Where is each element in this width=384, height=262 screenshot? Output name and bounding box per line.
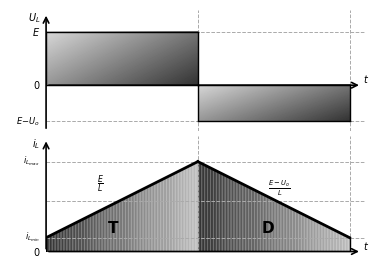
Text: $t$: $t$ bbox=[363, 73, 369, 85]
Text: $T$: $T$ bbox=[346, 260, 354, 262]
Text: $i_L$: $i_L$ bbox=[32, 137, 40, 151]
Text: $0$: $0$ bbox=[33, 245, 40, 258]
Text: $DT$: $DT$ bbox=[190, 260, 205, 262]
Text: $\frac{E - U_o}{L}$: $\frac{E - U_o}{L}$ bbox=[268, 178, 291, 198]
Text: $0$: $0$ bbox=[33, 79, 40, 91]
Text: $\mathbf{T}$: $\mathbf{T}$ bbox=[107, 220, 119, 237]
Text: $\mathbf{D}$: $\mathbf{D}$ bbox=[261, 220, 275, 237]
Text: $\frac{E}{L}$: $\frac{E}{L}$ bbox=[97, 174, 104, 195]
Text: $i_{L_{min}}$: $i_{L_{min}}$ bbox=[25, 231, 40, 244]
Text: $i_{L_{max}}$: $i_{L_{max}}$ bbox=[23, 155, 40, 168]
Text: $E\!-\!U_o$: $E\!-\!U_o$ bbox=[16, 115, 40, 128]
Text: $E$: $E$ bbox=[32, 26, 40, 38]
Text: $t$: $t$ bbox=[363, 239, 369, 252]
Text: $U_L$: $U_L$ bbox=[28, 12, 40, 25]
